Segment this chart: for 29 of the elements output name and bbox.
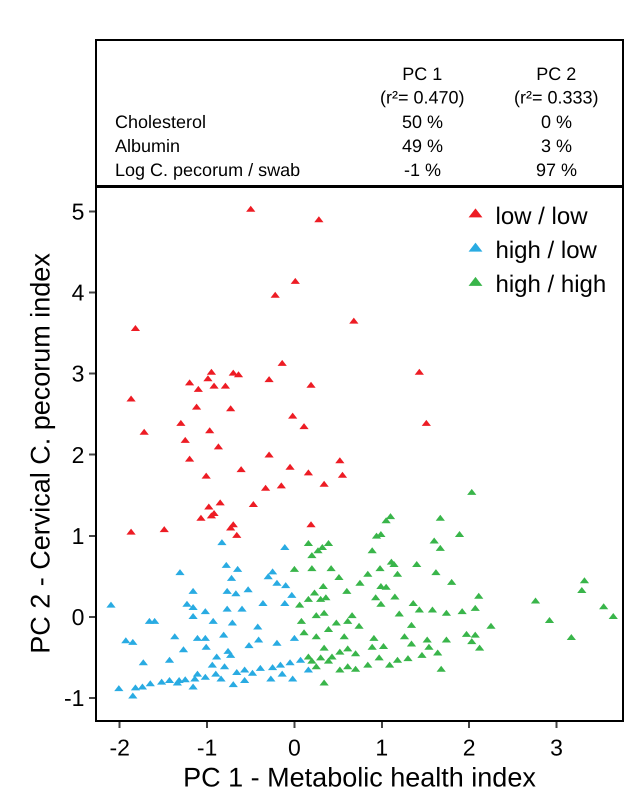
text: 50 % bbox=[402, 112, 444, 132]
text: 0 % bbox=[541, 112, 572, 132]
text: Cholesterol bbox=[115, 112, 206, 132]
y-tick-label: 3 bbox=[72, 360, 84, 387]
legend-label: low / low bbox=[496, 202, 588, 230]
text: 3 % bbox=[541, 136, 572, 156]
x-tick-label: 2 bbox=[462, 734, 476, 761]
y-tick-label: 4 bbox=[72, 280, 85, 306]
text: Albumin bbox=[115, 136, 180, 156]
x-tick-label: 1 bbox=[375, 734, 388, 761]
legend-label: high / high bbox=[496, 271, 606, 298]
y-tick-label: 1 bbox=[72, 522, 84, 549]
text: Log C. pecorum / swab bbox=[115, 160, 300, 180]
text: 49 % bbox=[402, 136, 444, 156]
text: 97 % bbox=[536, 160, 578, 180]
text: -1 % bbox=[404, 160, 442, 180]
text: PC 1 (r²= 0.470) bbox=[380, 64, 465, 108]
y-tick-label: 2 bbox=[72, 442, 84, 468]
x-tick-label: 3 bbox=[550, 734, 563, 761]
text: PC 2 (r²= 0.333) bbox=[514, 64, 599, 108]
y-tick-label: -1 bbox=[64, 685, 84, 712]
y-axis-title: PC 2 - Cervical C. pecorum index bbox=[25, 252, 56, 654]
x-tick-label: -2 bbox=[109, 734, 130, 761]
x-tick-label: 0 bbox=[288, 734, 301, 761]
x-tick-label: -1 bbox=[196, 734, 218, 761]
y-tick-label: 5 bbox=[72, 198, 84, 224]
legend-label: high / low bbox=[496, 236, 598, 264]
x-axis-title: PC 1 - Metabolic health index bbox=[183, 762, 536, 792]
y-tick-label: 0 bbox=[72, 604, 84, 630]
